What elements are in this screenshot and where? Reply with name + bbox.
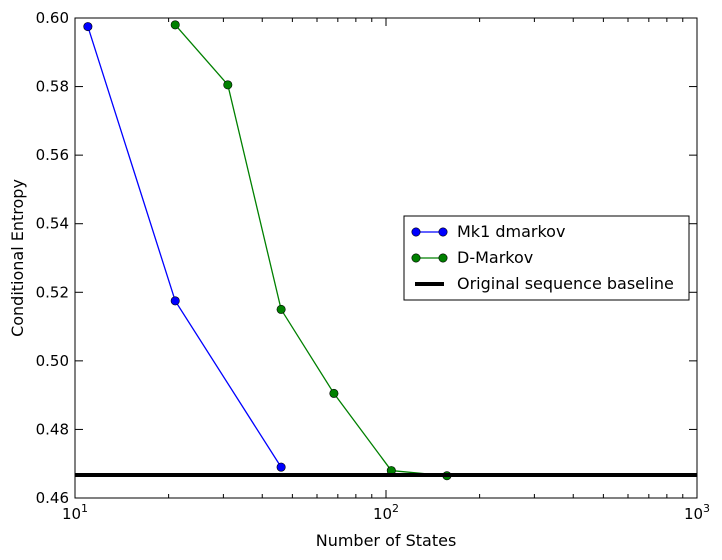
legend-marker-d-markov — [411, 253, 421, 263]
legend-marker-d-markov — [438, 253, 448, 263]
legend-label-d-markov: D-Markov — [457, 248, 533, 267]
legend-marker-mk1-dmarkov — [411, 227, 421, 237]
series-d-markov-line — [174, 24, 447, 477]
plot-area — [75, 20, 697, 481]
series-mk1-dmarkov-point — [83, 22, 93, 32]
series-d-markov-point — [170, 20, 180, 30]
y-tick-label: 0.50 — [36, 352, 69, 370]
x-axis-label: Number of States — [316, 531, 457, 550]
legend-label-original-sequence-baseline: Original sequence baseline — [457, 274, 674, 293]
series-d-markov-point — [329, 388, 339, 398]
legend-box — [403, 215, 690, 301]
axis-ticks: 101 102 103 0.46 0.48 0.50 0.52 0.54 0.56 0.58 0.6… — [36, 9, 710, 523]
x-tick-label: 101 — [62, 502, 88, 523]
y-tick-label: 0.60 — [36, 9, 69, 27]
y-tick-label: 0.46 — [36, 489, 69, 507]
x-tick-label: 103 — [684, 502, 710, 523]
x-tick-label: 102 — [373, 502, 399, 523]
y-tick-label: 0.48 — [36, 420, 69, 438]
series-mk1-dmarkov-point — [276, 462, 286, 472]
series-d-markov-point — [276, 304, 286, 314]
y-axis-label: Conditional Entropy — [8, 179, 27, 337]
legend-marker-mk1-dmarkov — [438, 227, 448, 237]
y-tick-label: 0.54 — [36, 215, 69, 233]
y-tick-label: 0.58 — [36, 78, 69, 96]
y-tick-label: 0.56 — [36, 146, 69, 164]
series-d-markov-point — [223, 80, 233, 90]
legend-label-mk1-dmarkov: Mk1 dmarkov — [457, 222, 565, 241]
y-tick-label: 0.52 — [36, 283, 69, 301]
series-mk1-dmarkov-point — [170, 296, 180, 306]
legend: Mk1 dmarkov D-Markov Original sequence bas… — [403, 215, 690, 301]
